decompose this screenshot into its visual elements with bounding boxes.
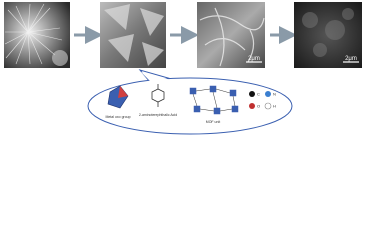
mof-icon [189,85,239,115]
page: 2μm 2μm Metal oxo group 2-aminoterephtha… [4,2,362,135]
callout-label: Metal oxo group [105,115,130,119]
sem-panel-2 [100,2,166,68]
atom-legend: C N O H [249,91,276,110]
scale-label: 2μm [345,56,357,62]
legend-label: C [257,92,260,97]
callout: Metal oxo group 2-aminoterephthalic Acid… [87,69,293,135]
linker-icon [151,84,165,107]
sem-panel-1 [4,2,70,68]
callout-label: 2-aminoterephthalic Acid [139,113,177,117]
figure: 2μm 2μm Metal oxo group 2-aminoterephtha… [4,2,362,135]
legend-label: H [273,104,276,109]
sem-panel-4: 2μm [294,2,362,68]
metal-oxo-icon [118,86,128,98]
legend-label: N [273,92,276,97]
scale-label: 2μm [248,56,260,62]
sem-panel-3: 2μm [197,2,265,68]
callout-label: MOF unit [206,120,220,124]
legend-label: O [257,104,260,109]
